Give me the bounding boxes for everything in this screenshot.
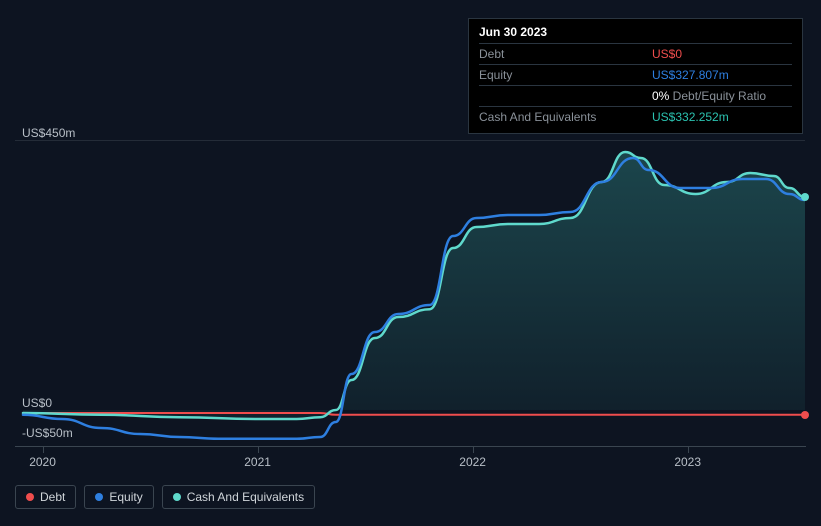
line-chart [15,140,805,440]
tooltip-row-value: US$332.252m [652,110,792,124]
legend-dot [26,493,34,501]
y-axis-label: US$0 [22,396,52,410]
x-axis-label: 2022 [459,455,486,469]
x-axis-label: 2023 [674,455,701,469]
legend-item-cash-and-equivalents[interactable]: Cash And Equivalents [162,485,315,509]
tooltip-date: Jun 30 2023 [479,25,792,43]
tooltip-row-label: Debt [479,47,504,61]
tooltip-row: Debt US$0 [479,43,792,64]
x-axis-label: 2021 [244,455,271,469]
chart-legend: Debt Equity Cash And Equivalents [15,485,315,509]
legend-dot [173,493,181,501]
legend-label: Equity [109,490,142,504]
tooltip-row-value: 0% Debt/Equity Ratio [652,89,792,103]
legend-dot [95,493,103,501]
x-axis-label: 2020 [29,455,56,469]
tooltip-row: Cash And Equivalents US$332.252m [479,106,792,127]
debt-end-marker [801,411,809,419]
legend-item-debt[interactable]: Debt [15,485,76,509]
cash-end-marker [801,193,809,201]
tooltip-rows: Debt US$0 Equity US$327.807m 0% Debt/Equity … [479,43,792,127]
chart-tooltip: Jun 30 2023 Debt US$0 Equity US$327.807m 0% … [468,18,803,134]
legend-item-equity[interactable]: Equity [84,485,153,509]
tooltip-row-label: Equity [479,68,512,82]
x-tick [688,447,689,453]
tooltip-row: 0% Debt/Equity Ratio [479,85,792,106]
tooltip-row-label: Cash And Equivalents [479,110,596,124]
tooltip-row-value: US$327.807m [652,68,792,82]
x-tick [473,447,474,453]
legend-label: Debt [40,490,65,504]
x-tick [258,447,259,453]
tooltip-row-value: US$0 [652,47,792,61]
tooltip-row: Equity US$327.807m [479,64,792,85]
x-axis: 2020 2021 2022 2023 [15,446,806,470]
x-tick [43,447,44,453]
y-axis-label: US$450m [22,126,75,140]
legend-label: Cash And Equivalents [187,490,304,504]
y-axis-label: -US$50m [22,426,73,440]
